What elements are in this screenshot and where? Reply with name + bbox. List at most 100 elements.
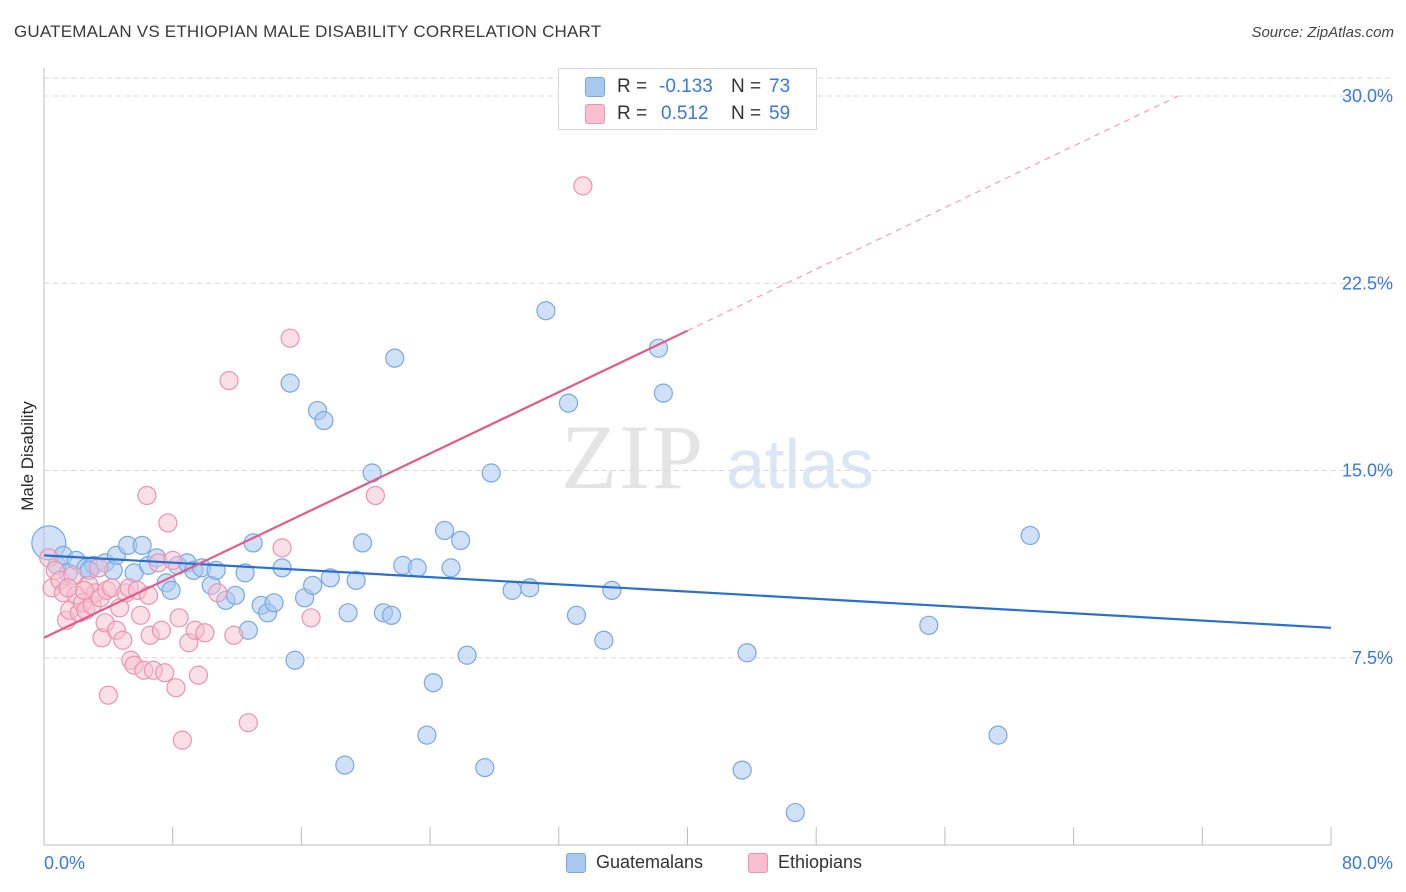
- legend-swatch-blue: [566, 852, 586, 873]
- legend-n-label: N =: [731, 76, 762, 97]
- legend-r-value: -0.133: [659, 76, 713, 97]
- legend-r-label: R =: [617, 76, 648, 97]
- guatemalan-point: [566, 605, 587, 625]
- guatemalans-trend-line: [43, 554, 1332, 629]
- guatemalan-point: [346, 570, 366, 590]
- ethiopian-point: [238, 713, 258, 733]
- watermark-zip: ZIP: [561, 406, 705, 508]
- ethiopian-point: [208, 583, 228, 603]
- guatemalan-point: [536, 301, 556, 321]
- guatemalan-point: [441, 558, 461, 578]
- guatemalan-point: [1020, 525, 1040, 546]
- legend-n-value: 59: [769, 103, 791, 124]
- legend-swatch-pink: [585, 104, 605, 124]
- tick-labels: 7.5% 15.0% 22.5% 30.0% 0.0% 80.0%: [44, 86, 1393, 873]
- guatemalan-point: [737, 643, 757, 663]
- guatemalan-point: [919, 615, 939, 635]
- ethiopians-points: [39, 176, 593, 750]
- guatemalan-point: [243, 533, 263, 553]
- legend-item-ethiopians[interactable]: Ethiopians: [748, 852, 862, 873]
- ethiopian-point: [224, 625, 244, 645]
- guatemalan-point: [653, 383, 673, 403]
- ethiopians-trend-line: [43, 329, 688, 639]
- ethiopian-point: [163, 550, 183, 570]
- legend-label: Guatemalans: [596, 852, 704, 872]
- ethiopian-point: [98, 685, 118, 705]
- guatemalan-point: [225, 585, 246, 605]
- trend-lines: [43, 95, 1332, 639]
- guatemalan-point: [481, 463, 501, 483]
- guatemalan-point: [235, 563, 255, 583]
- legend-n-label: N =: [731, 103, 762, 124]
- guatemalan-point: [502, 580, 522, 600]
- ethiopian-point: [280, 328, 300, 348]
- guatemalan-point: [285, 650, 305, 670]
- y-tick-label: 7.5%: [1352, 648, 1393, 668]
- correlation-legend: R = -0.133 N = 73 R = 0.512 N = 59: [558, 68, 817, 130]
- legend-swatch-blue: [585, 77, 605, 97]
- guatemalan-point: [417, 725, 437, 745]
- ethiopian-point: [169, 608, 189, 628]
- ethiopian-point: [137, 485, 157, 506]
- guatemalan-point: [320, 568, 340, 588]
- legend-r-label: R =: [617, 103, 648, 124]
- ethiopian-point: [74, 580, 94, 600]
- ethiopian-point: [301, 608, 321, 628]
- guatemalan-point: [451, 530, 471, 551]
- guatemalan-point: [457, 645, 477, 665]
- y-tick-label: 22.5%: [1342, 273, 1393, 293]
- x-tick-label: 0.0%: [44, 853, 85, 873]
- ethiopian-point: [172, 730, 192, 750]
- ethiopian-point: [158, 513, 178, 533]
- legend-n-value: 73: [769, 76, 791, 97]
- ethiopian-point: [89, 558, 109, 578]
- guatemalan-point: [988, 725, 1008, 745]
- series-legend: Guatemalans Ethiopians: [0, 852, 1406, 876]
- guatemalan-point: [335, 755, 355, 775]
- guatemalan-point: [785, 802, 805, 823]
- guatemalan-point: [338, 603, 358, 623]
- x-tick-label: 80.0%: [1342, 853, 1393, 873]
- ethiopian-point: [130, 605, 151, 625]
- guatemalan-point: [352, 533, 373, 553]
- guatemalan-point: [381, 605, 402, 625]
- watermark: ZIP atlas: [561, 406, 874, 508]
- ethiopian-point: [573, 176, 593, 196]
- ethiopian-point: [113, 630, 133, 650]
- ethiopian-point: [58, 578, 78, 598]
- axes: [43, 68, 1332, 846]
- guatemalan-point: [423, 673, 443, 693]
- guatemalan-point: [385, 348, 405, 368]
- watermark-atlas: atlas: [726, 425, 874, 503]
- guatemalan-point: [280, 373, 300, 393]
- guatemalan-point: [161, 580, 181, 600]
- source-label: Source: ZipAtlas.com: [1251, 24, 1394, 41]
- ethiopian-point: [166, 678, 186, 698]
- guatemalan-point: [594, 630, 614, 650]
- ethiopian-point: [188, 665, 209, 685]
- ethiopian-point: [219, 371, 239, 391]
- guatemalan-point: [303, 575, 323, 595]
- legend-swatch-pink: [748, 852, 768, 873]
- y-tick-label: 30.0%: [1342, 86, 1393, 106]
- guatemalan-point: [132, 535, 152, 556]
- y-tick-label: 15.0%: [1342, 461, 1393, 481]
- ethiopians-trend-extension: [687, 95, 1179, 332]
- ethiopian-point: [365, 485, 386, 506]
- chart-title: GUATEMALAN VS ETHIOPIAN MALE DISABILITY …: [14, 22, 602, 41]
- ethiopian-point: [272, 538, 292, 558]
- guatemalan-point: [732, 760, 752, 780]
- guatemalan-point: [264, 593, 284, 613]
- ethiopian-point: [151, 620, 172, 640]
- guatemalan-point: [558, 393, 579, 413]
- legend-item-guatemalans[interactable]: Guatemalans: [566, 852, 703, 873]
- guatemalan-point: [602, 580, 622, 600]
- legend-r-value: 0.512: [661, 103, 709, 124]
- guatemalan-point: [407, 558, 427, 578]
- guatemalan-point: [475, 758, 495, 778]
- legend-label: Ethiopians: [778, 852, 863, 872]
- guatemalan-point: [314, 410, 334, 431]
- guatemalan-point: [434, 520, 455, 541]
- ethiopian-point: [155, 663, 175, 683]
